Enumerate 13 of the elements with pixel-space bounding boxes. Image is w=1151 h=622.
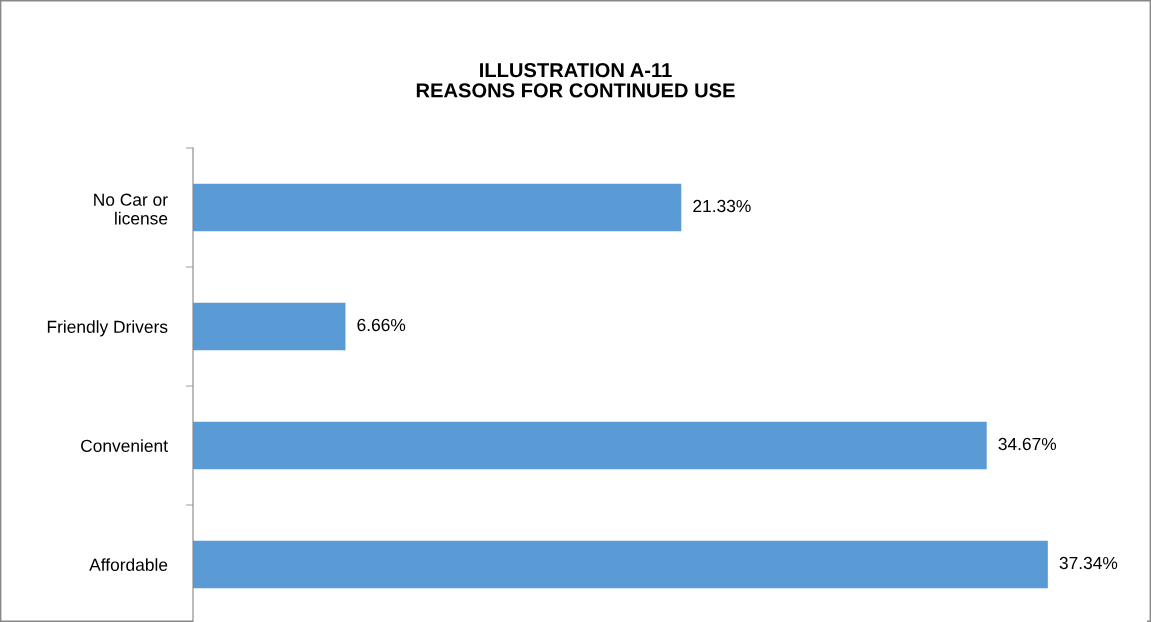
y-tick-label: Affordable: [89, 558, 168, 571]
chart-title: ILLUSTRATION A-11 REASONS FOR CONTINUED USE: [416, 63, 735, 98]
data-label: 34.67%: [998, 437, 1057, 451]
bar: [193, 540, 1048, 589]
y-tick-label: No Car or license: [94, 193, 168, 225]
data-label: 21.33%: [693, 199, 751, 213]
data-label: 6.66%: [357, 318, 406, 332]
bar: [193, 302, 346, 351]
bar: [193, 183, 682, 232]
bar: [193, 421, 987, 470]
data-label: 37.34%: [1059, 556, 1118, 570]
y-tick-label: Convenient: [81, 439, 168, 452]
y-tick-label: Friendly Drivers: [47, 320, 168, 337]
